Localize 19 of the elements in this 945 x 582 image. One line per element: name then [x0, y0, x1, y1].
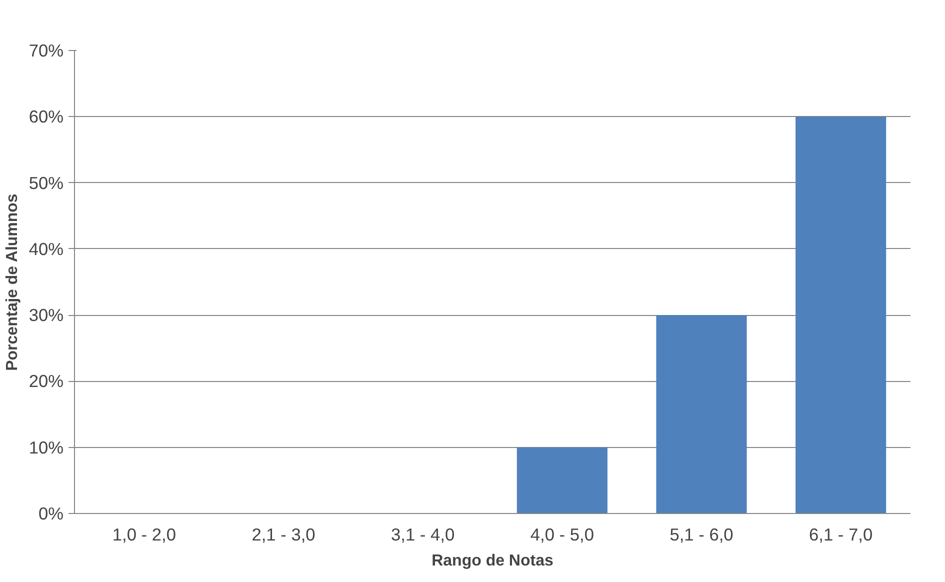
y-tick-label: 60% — [28, 106, 64, 127]
bar — [656, 315, 747, 514]
x-tick-label: 2,1 - 3,0 — [252, 524, 316, 544]
x-tick-label: 5,1 - 6,0 — [670, 524, 734, 544]
y-tick-label: 10% — [28, 437, 64, 458]
x-tick-label: 4,0 - 5,0 — [530, 524, 594, 544]
y-tick-label: 30% — [28, 305, 64, 326]
x-axis-title: Rango de Notas — [432, 552, 554, 570]
x-tick-label: 3,1 - 4,0 — [391, 524, 455, 544]
y-tick-label: 50% — [28, 172, 64, 193]
y-tick-label: 0% — [38, 504, 64, 524]
x-tick-label: 6,1 - 7,0 — [809, 524, 873, 544]
y-tick-label: 70% — [28, 40, 64, 60]
bar — [796, 116, 886, 514]
y-axis-title: Porcentaje de Alumnos — [4, 194, 21, 371]
y-tick-label: 40% — [28, 238, 64, 259]
bar — [516, 447, 608, 514]
x-tick-label: 1,0 - 2,0 — [112, 524, 176, 544]
y-tick-label: 20% — [28, 371, 64, 392]
